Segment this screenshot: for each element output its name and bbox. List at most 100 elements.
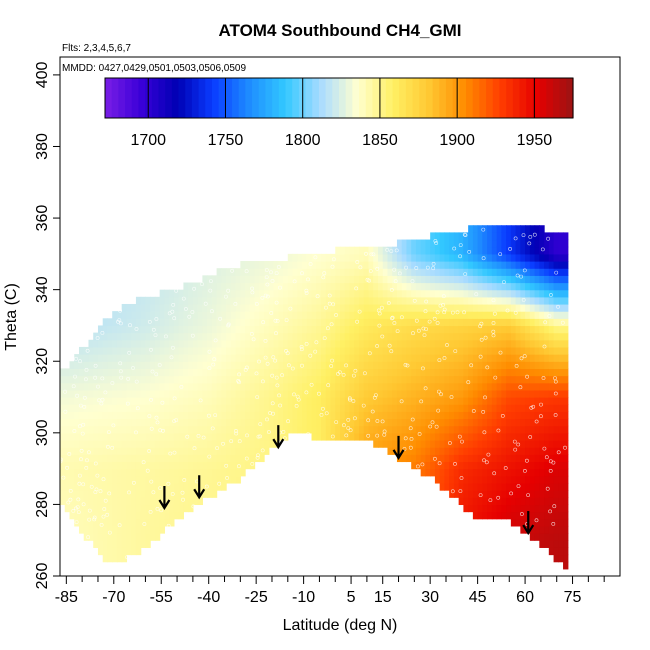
field-cell [363,389,370,398]
sample-point [344,363,349,368]
field-cell [131,533,137,541]
field-cell [525,490,531,498]
field-cell [430,325,436,334]
field-cell [472,339,479,348]
y-tick-label: 260 [34,563,51,590]
field-cell [159,454,166,463]
field-cell [60,482,66,491]
field-cell [287,425,294,434]
field-cell [202,375,208,384]
colorbar-strip [158,78,166,118]
field-cell [197,439,203,448]
field-cell [126,332,132,341]
field-cell [112,461,118,470]
field-cell [121,490,128,498]
sample-point [394,248,399,253]
field-cell [415,382,422,391]
field-cell [292,275,298,284]
field-cell [420,261,427,269]
field-cell [487,397,493,405]
field-cell [534,225,540,233]
field-cell [297,311,303,319]
sample-point [258,422,263,427]
field-cell [520,518,526,527]
field-cell [340,404,346,412]
field-cell [140,482,147,491]
field-cell [107,375,113,384]
field-cell [482,375,488,384]
sample-point [546,236,551,241]
field-cell [506,253,512,262]
field-cell [563,490,569,498]
sample-point [92,515,97,520]
field-cell [449,275,455,284]
field-cell [544,518,550,527]
field-cell [83,354,90,362]
field-cell [235,346,241,355]
sample-point [516,442,521,447]
field-cell [297,289,303,298]
field-cell [392,425,398,434]
field-cell [112,454,118,463]
field-cell [539,504,545,513]
sample-point [134,379,139,384]
sample-point [422,333,427,338]
field-cell [64,382,71,391]
field-cell [207,432,213,441]
field-cell [506,511,512,520]
colorbar-strip [452,78,460,118]
field-cell [335,354,341,362]
field-cell [235,475,241,484]
field-cell [207,325,213,334]
field-cell [411,439,417,448]
field-cell [382,361,389,369]
field-cell [178,418,184,427]
colorbar-strip [559,78,567,118]
field-cell [254,325,260,334]
field-cell [387,375,393,384]
field-cell [321,432,327,441]
field-cell [406,368,412,377]
field-cell [93,375,99,384]
sample-point [166,523,171,528]
field-cell [529,303,536,312]
field-cell [472,397,479,405]
field-cell [444,447,450,455]
field-cell [116,432,123,441]
colorbar-strip [258,78,267,118]
field-cell [264,303,270,312]
field-cell [468,332,474,341]
field-cell [88,425,94,434]
sample-point [445,343,449,347]
field-cell [164,439,170,448]
field-cell [548,432,555,441]
field-cell [287,311,294,319]
field-cell [335,404,341,412]
field-cell [387,397,393,405]
field-cell [226,439,232,448]
field-cell [112,447,118,455]
field-cell [150,339,156,348]
field-cell [396,339,403,348]
field-cell [477,261,483,269]
field-cell [425,261,431,269]
field-cell [292,289,298,298]
field-cell [563,275,569,284]
field-cell [145,339,151,348]
colorbar-strip [278,78,287,118]
sample-point [371,252,376,257]
field-cell [430,318,436,327]
field-cell [226,325,232,334]
sample-point [382,432,387,437]
field-cell [93,525,99,534]
field-cell [548,332,555,341]
field-cell [463,268,469,276]
field-cell [126,339,132,348]
sample-point [498,252,503,257]
field-cell [107,468,113,477]
colorbar-tick-label: 1850 [362,132,398,149]
field-cell [192,397,199,405]
field-cell [472,482,479,491]
sample-point [86,535,91,540]
sample-point [77,481,82,486]
